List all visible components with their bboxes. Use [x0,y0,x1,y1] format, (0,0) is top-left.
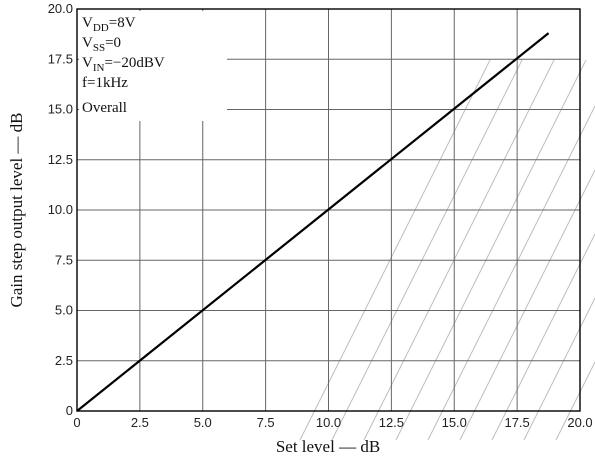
plot-frame [76,8,581,412]
y-tick-label: 10.0 [48,202,73,217]
watermark-stroke [427,104,595,441]
annotation-vdd: VDD=8V [82,15,136,34]
y-tick-label: 5.0 [55,303,73,318]
x-tick-label: 10.0 [316,415,341,430]
watermark-stroke [331,59,523,441]
y-axis-label: Gain step output level — dB [7,112,26,307]
watermark-stroke [299,59,491,441]
x-tick-label: 0 [73,415,80,430]
x-tick-label: 17.5 [504,415,529,430]
series-line [76,32,550,412]
x-tick-label: 2.5 [131,415,149,430]
x-tick-label: 15.0 [442,415,467,430]
y-tick-label: 15.0 [48,102,73,117]
x-axis-label: Set level — dB [276,437,380,456]
watermark-stroke [523,296,595,441]
y-tick-label: 0 [66,403,73,418]
y-tick-label: 20.0 [48,1,73,16]
x-tick-label: 20.0 [567,415,592,430]
y-tick-label: 2.5 [55,353,73,368]
annotation-vss: VSS=0 [82,35,121,54]
watermark [299,59,595,441]
y-tick-labels: 0 2.5 5.0 7.5 10.0 12.5 15.0 17.5 20.0 [48,1,73,418]
annotation-vin: VIN=−20dBV [82,55,165,74]
watermark-stroke [395,59,587,441]
x-tick-label: 12.5 [379,415,404,430]
watermark-stroke [363,59,555,441]
y-tick-label: 12.5 [48,152,73,167]
watermark-stroke [491,232,595,441]
y-tick-label: 7.5 [55,252,73,267]
watermark-stroke [459,168,595,441]
annotation-frequency: f=1kHz [82,75,128,91]
y-tick-label: 17.5 [48,51,73,66]
annotation-overall: Overall [82,100,127,116]
watermark-stroke [555,360,595,441]
x-tick-label: 7.5 [257,415,275,430]
x-tick-labels: 0 2.5 5.0 7.5 10.0 12.5 15.0 17.5 20.0 [73,415,592,430]
annotation-background [79,11,227,121]
series-group [76,32,550,412]
x-tick-label: 5.0 [194,415,212,430]
